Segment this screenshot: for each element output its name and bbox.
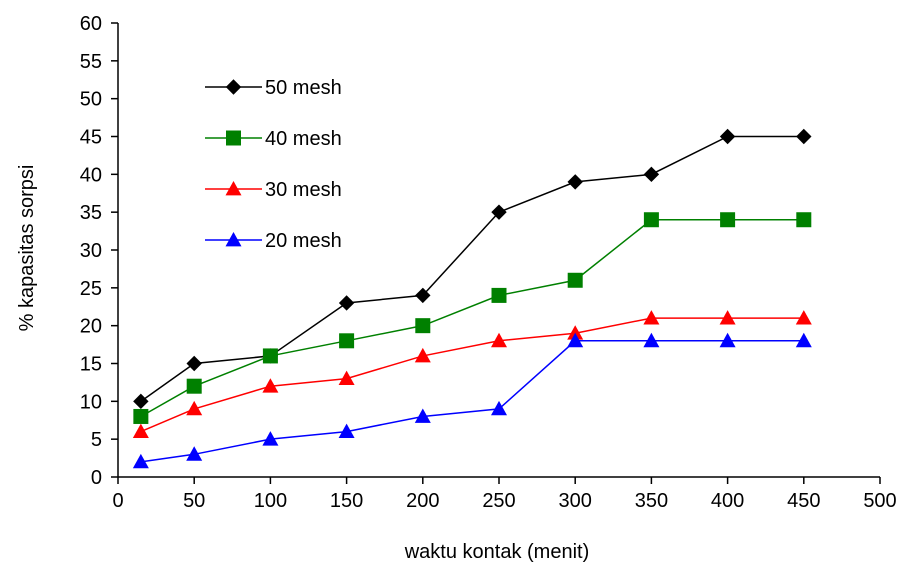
data-point — [567, 272, 583, 288]
data-point — [186, 446, 203, 461]
y-tick-label: 35 — [80, 202, 102, 224]
legend-item: 40 mesh — [205, 128, 342, 150]
legend-item: 30 mesh — [205, 179, 342, 201]
y-tick-label: 55 — [80, 51, 102, 73]
data-point — [133, 393, 149, 410]
legend-marker — [226, 130, 241, 146]
data-point — [132, 453, 149, 469]
y-tick-label: 45 — [80, 127, 102, 149]
legend-label: 50 mesh — [265, 77, 342, 99]
data-point — [796, 212, 812, 228]
series-40-mesh — [133, 212, 812, 424]
legend: 50 mesh 40 mesh 30 mesh 20 mesh — [205, 77, 342, 252]
data-point — [186, 355, 202, 372]
data-point — [415, 287, 431, 304]
series-50-mesh — [133, 128, 812, 410]
data-point — [567, 332, 584, 348]
y-axis-title: % kapasitas sorpsi — [16, 165, 38, 332]
legend-item: 50 mesh — [205, 77, 342, 99]
data-point — [643, 166, 660, 183]
x-tick-label: 350 — [635, 490, 668, 512]
series-line — [140, 218, 804, 418]
data-point — [338, 295, 355, 311]
x-tick-label: 200 — [406, 490, 439, 512]
data-point — [338, 370, 355, 386]
data-point — [719, 310, 736, 325]
x-tick-label: 400 — [711, 490, 744, 512]
x-tick-label: 0 — [112, 490, 123, 512]
data-point — [643, 332, 660, 348]
data-point — [186, 400, 203, 416]
data-point — [491, 204, 507, 220]
x-tick-label: 50 — [183, 490, 205, 512]
data-point — [796, 128, 812, 145]
series-30-mesh — [132, 310, 812, 438]
y-tick-label: 30 — [80, 240, 102, 262]
y-tick-label: 0 — [91, 467, 102, 489]
series-line — [140, 340, 804, 463]
legend-label: 40 mesh — [265, 128, 342, 150]
y-tick-label: 15 — [80, 354, 102, 376]
data-point — [719, 332, 736, 348]
legend-marker — [225, 181, 242, 196]
data-point — [262, 431, 279, 446]
y-tick-label: 20 — [80, 316, 102, 338]
y-tick-label: 25 — [80, 278, 102, 300]
axes: 0 5 10 15 20 25 30 35 40 45 50 55 60 0 50 100 150 200 250 3… — [80, 13, 897, 512]
data-point — [567, 325, 584, 340]
series-20-mesh — [132, 332, 812, 469]
data-point — [132, 423, 149, 438]
y-tick-label: 50 — [80, 89, 102, 111]
legend-label: 30 mesh — [265, 179, 342, 201]
data-point — [643, 310, 660, 325]
data-point — [414, 408, 431, 423]
y-tick-label: 40 — [80, 164, 102, 186]
series-layer — [132, 128, 812, 469]
legend-marker — [225, 232, 242, 247]
data-point — [491, 287, 507, 303]
data-point — [414, 347, 431, 363]
data-point — [643, 212, 659, 228]
series-line — [140, 135, 804, 402]
x-tick-label: 300 — [559, 490, 592, 512]
y-tick-label: 10 — [80, 391, 102, 413]
data-point — [491, 400, 507, 416]
x-axis-title: waktu kontak (menit) — [404, 541, 590, 563]
data-point — [415, 318, 431, 334]
legend-item: 20 mesh — [205, 230, 342, 252]
data-point — [720, 212, 736, 228]
x-tick-label: 150 — [330, 490, 363, 512]
y-tick-label: 60 — [80, 13, 102, 35]
data-point — [795, 332, 812, 348]
x-tick-label: 100 — [254, 490, 287, 512]
data-point — [719, 128, 736, 145]
data-point — [262, 378, 279, 393]
data-point — [133, 408, 149, 424]
data-point — [262, 348, 278, 364]
x-tick-label: 250 — [482, 490, 515, 512]
x-tick-label: 500 — [863, 490, 896, 512]
data-point — [338, 423, 355, 438]
data-point — [186, 378, 202, 394]
series-line — [140, 317, 804, 433]
legend-marker — [225, 79, 242, 95]
data-point — [339, 333, 355, 349]
data-point — [795, 310, 812, 325]
data-point — [491, 332, 507, 348]
data-point — [567, 174, 583, 190]
y-tick-label: 5 — [91, 429, 102, 451]
x-tick-label: 450 — [787, 490, 820, 512]
legend-label: 20 mesh — [265, 230, 342, 252]
